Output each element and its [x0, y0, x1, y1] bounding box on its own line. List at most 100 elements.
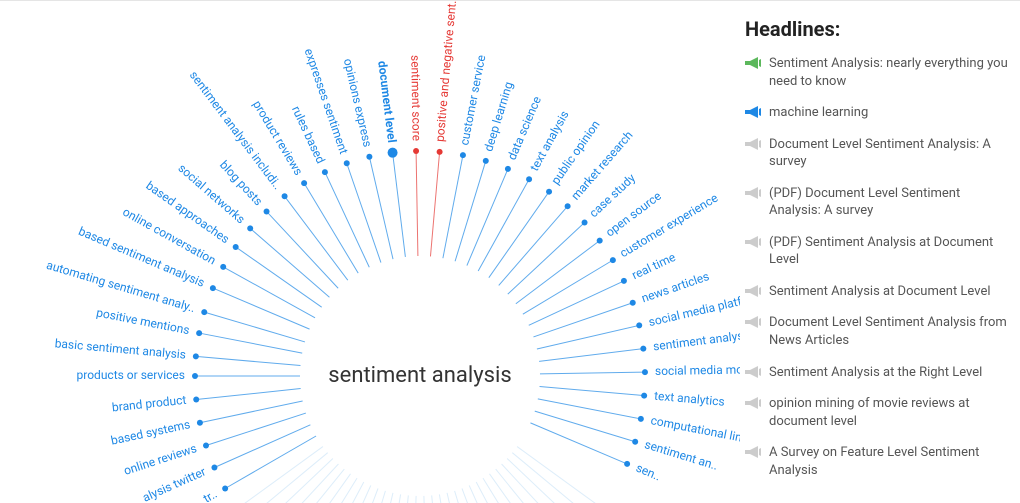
node-dot[interactable]	[366, 154, 372, 160]
spoke	[533, 303, 632, 337]
spoke	[516, 241, 600, 304]
node-dot[interactable]	[301, 180, 307, 186]
megaphone-icon	[745, 57, 761, 69]
node-dot[interactable]	[322, 169, 328, 175]
headline-item[interactable]: Document Level Sentiment Analysis: A sur…	[745, 136, 1010, 171]
node-dot[interactable]	[193, 397, 199, 403]
node-label[interactable]: social media monitoring	[655, 362, 740, 378]
node-dot[interactable]	[264, 208, 270, 214]
node-label[interactable]: customer service	[457, 54, 488, 147]
spoke	[416, 151, 418, 256]
spoke	[285, 196, 348, 280]
node-label[interactable]: products or services	[77, 368, 185, 382]
headline-text: Document Level Sentiment Analysis from N…	[769, 314, 1010, 349]
headline-text: (PDF) Document Level Sentiment Analysis:…	[769, 185, 1010, 220]
node-label[interactable]: brand product	[111, 393, 187, 415]
node-dot[interactable]	[437, 149, 443, 155]
megaphone-icon	[745, 397, 761, 409]
megaphone-icon	[745, 106, 761, 118]
node-label[interactable]: sentiment score	[408, 55, 424, 141]
spoke	[267, 211, 339, 288]
spoke	[213, 288, 310, 329]
node-label[interactable]: document level	[375, 60, 399, 143]
headline-item[interactable]: (PDF) Document Level Sentiment Analysis:…	[745, 185, 1010, 220]
node-dot[interactable]	[413, 148, 419, 154]
node-dot[interactable]	[193, 353, 199, 359]
node-dot[interactable]	[526, 176, 532, 182]
node-dot[interactable]	[344, 160, 350, 166]
headline-item[interactable]: Sentiment Analysis at the Right Level	[745, 364, 1010, 382]
node-dot[interactable]	[630, 300, 636, 306]
headline-text: Sentiment Analysis at Document Level	[769, 283, 1010, 301]
node-label[interactable]: based systems	[110, 417, 192, 447]
spoke	[393, 153, 406, 257]
node-dot[interactable]	[388, 148, 398, 158]
node-dot[interactable]	[642, 369, 648, 375]
headline-item[interactable]: opinion mining of movie reviews at docum…	[745, 395, 1010, 430]
headline-text: opinion mining of movie reviews at docum…	[769, 395, 1010, 430]
node-label[interactable]: customer experience	[617, 191, 720, 261]
node-dot[interactable]	[197, 420, 203, 426]
node-dot[interactable]	[638, 416, 644, 422]
node-label[interactable]: sen..	[634, 461, 663, 484]
spoke	[304, 183, 358, 273]
node-dot[interactable]	[624, 461, 630, 467]
node-dot[interactable]	[203, 443, 209, 449]
node-label[interactable]: real time	[630, 250, 678, 282]
node-dot[interactable]	[233, 244, 239, 250]
spoke	[443, 155, 463, 258]
node-dot[interactable]	[597, 238, 603, 244]
node-dot[interactable]	[192, 373, 198, 379]
node-dot[interactable]	[210, 285, 216, 291]
node-dot[interactable]	[460, 152, 466, 158]
headline-text: Sentiment Analysis at the Right Level	[769, 364, 1010, 382]
headline-item[interactable]: machine learning	[745, 104, 1010, 122]
spoke	[430, 152, 439, 257]
node-dot[interactable]	[610, 257, 616, 263]
node-dot[interactable]	[641, 393, 647, 399]
node-dot[interactable]	[282, 193, 288, 199]
node-dot[interactable]	[247, 225, 253, 231]
headline-item[interactable]: Sentiment Analysis at Document Level	[745, 283, 1010, 301]
node-label[interactable]: basic sentiment analysis	[54, 336, 186, 361]
node-dot[interactable]	[201, 309, 207, 315]
node-label[interactable]: tr..	[201, 487, 220, 503]
spoke	[214, 425, 310, 468]
megaphone-icon	[745, 366, 761, 378]
spoke	[523, 260, 613, 314]
headlines-title: Headlines:	[745, 17, 1010, 41]
spoke	[538, 399, 641, 419]
node-label[interactable]: alysis twitter	[140, 464, 207, 503]
spoke	[529, 281, 624, 325]
node-dot[interactable]	[220, 264, 226, 270]
spoke	[508, 223, 585, 295]
headline-item[interactable]: (PDF) Sentiment Analysis at Document Lev…	[745, 234, 1010, 269]
spoke	[540, 386, 645, 395]
spoke	[540, 372, 645, 374]
node-dot[interactable]	[546, 189, 552, 195]
node-dot[interactable]	[196, 330, 202, 336]
headline-item[interactable]: A Survey on Feature Level Sentiment Anal…	[745, 444, 1010, 479]
node-dot[interactable]	[636, 322, 642, 328]
node-dot[interactable]	[621, 278, 627, 284]
node-dot[interactable]	[565, 203, 571, 209]
spoke	[455, 161, 486, 261]
headline-item[interactable]: Document Level Sentiment Analysis from N…	[745, 314, 1010, 349]
spoke	[325, 172, 369, 267]
node-label[interactable]: sentiment analysis pytho	[652, 323, 740, 353]
node-dot[interactable]	[505, 166, 511, 172]
spoke	[369, 157, 393, 259]
headline-text: (PDF) Sentiment Analysis at Document Lev…	[769, 234, 1010, 269]
node-dot[interactable]	[222, 486, 228, 492]
node-dot[interactable]	[640, 346, 646, 352]
headline-item[interactable]: Sentiment Analysis: nearly everything yo…	[745, 55, 1010, 90]
node-dot[interactable]	[211, 465, 217, 471]
node-dot[interactable]	[632, 439, 638, 445]
node-label[interactable]: text analytics	[654, 389, 726, 409]
node-label[interactable]: positive and negative sent..	[433, 1, 460, 142]
megaphone-icon	[745, 316, 761, 328]
node-dot[interactable]	[582, 220, 588, 226]
headlines-list: Sentiment Analysis: nearly everything yo…	[745, 55, 1010, 479]
node-dot[interactable]	[483, 158, 489, 164]
headlines-sidebar: Headlines: Sentiment Analysis: nearly ev…	[740, 1, 1020, 502]
